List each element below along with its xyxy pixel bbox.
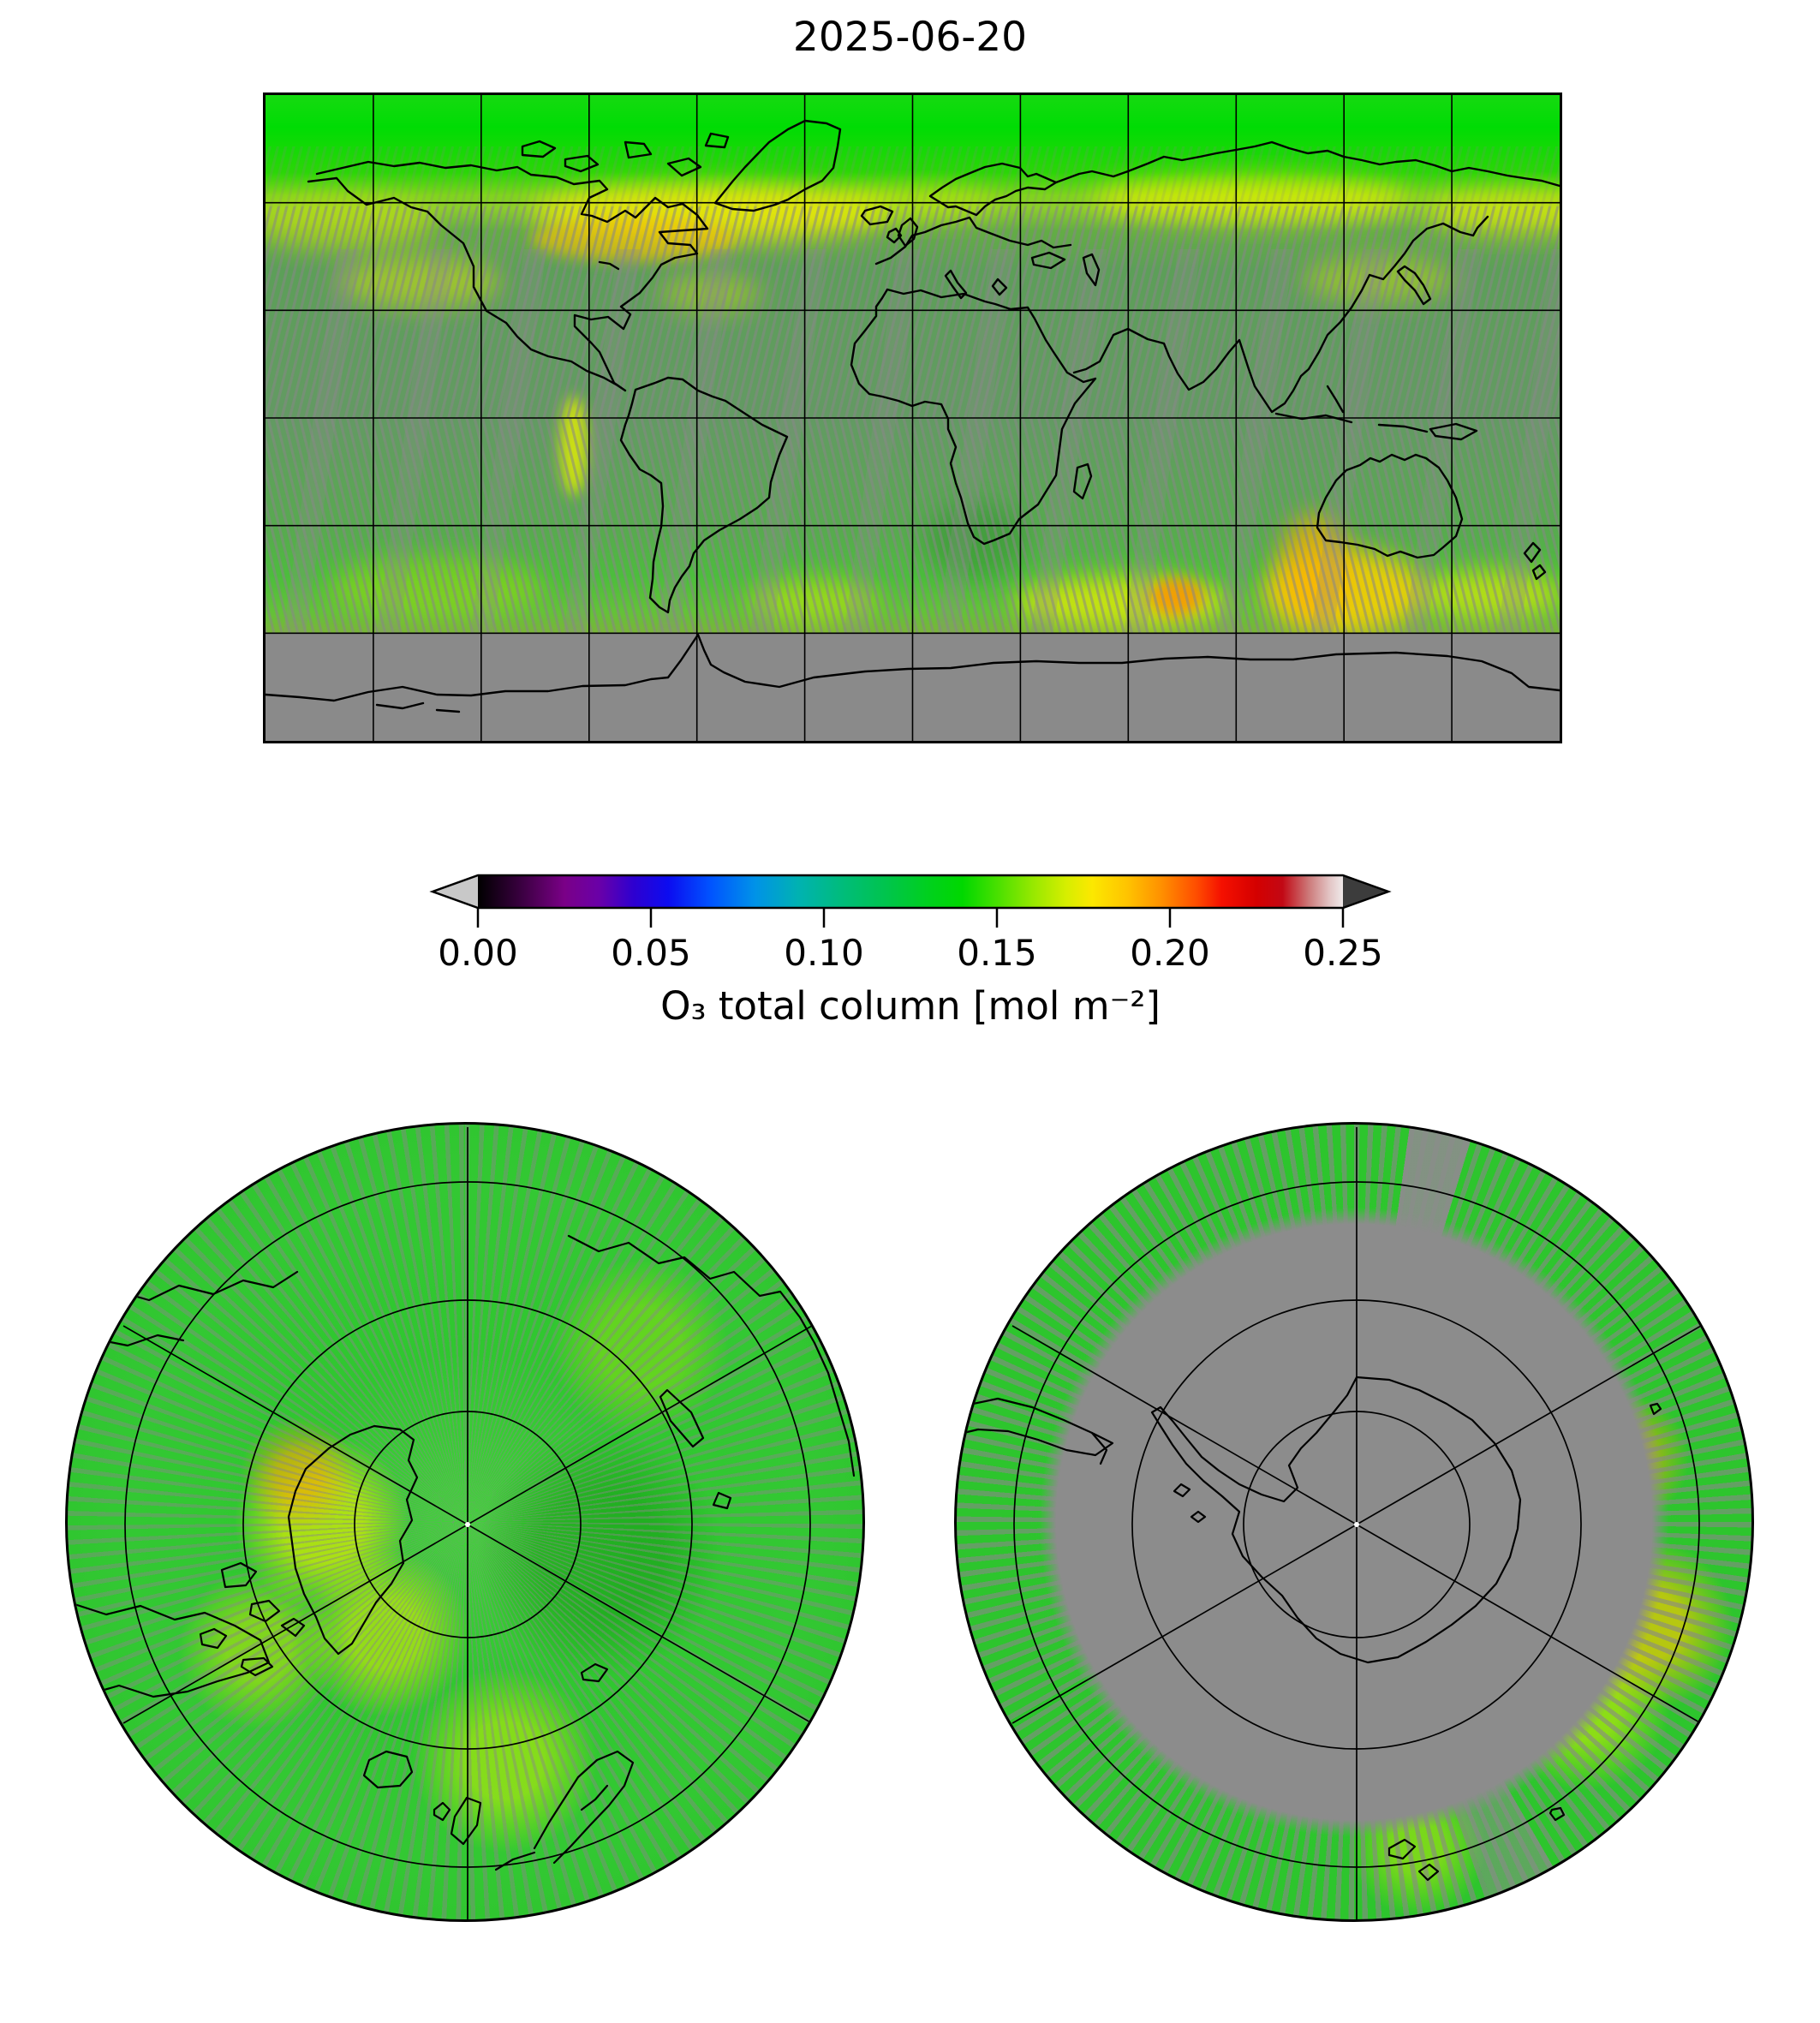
south-pole-dot [1354,1522,1359,1527]
north-polar-panel [65,1122,865,1922]
global-map-plot [266,95,1560,741]
north-pole-dot [465,1522,470,1527]
south-polar-overlay [962,1127,1702,1919]
colorbar-under-arrow [433,875,478,908]
colorbar-gradient [478,875,1343,908]
south-polar-coastlines [962,1376,1662,1882]
colorbar-axis-label: O₃ total column [mol m⁻²] [660,983,1161,1029]
colorbar [429,874,1392,928]
colorbar-tick-label: 0.20 [1130,932,1210,974]
colorbar-tick-label: 0.25 [1303,932,1383,974]
colorbar-tick-label: 0.00 [438,932,518,974]
colorbar-tick-label: 0.15 [957,932,1037,974]
south-polar-panel [954,1122,1754,1922]
colorbar-tick-label: 0.05 [611,932,691,974]
north-polar-overlay [73,1127,856,1919]
north-polar-coastlines [73,1234,856,1871]
global-map-panel [263,92,1562,743]
colorbar-tick-label: 0.10 [784,932,864,974]
colorbar-over-arrow [1343,875,1388,908]
colorbar-ticks [476,908,1345,928]
figure-title: 2025-06-20 [792,14,1028,61]
map-gridlines [266,95,1560,741]
